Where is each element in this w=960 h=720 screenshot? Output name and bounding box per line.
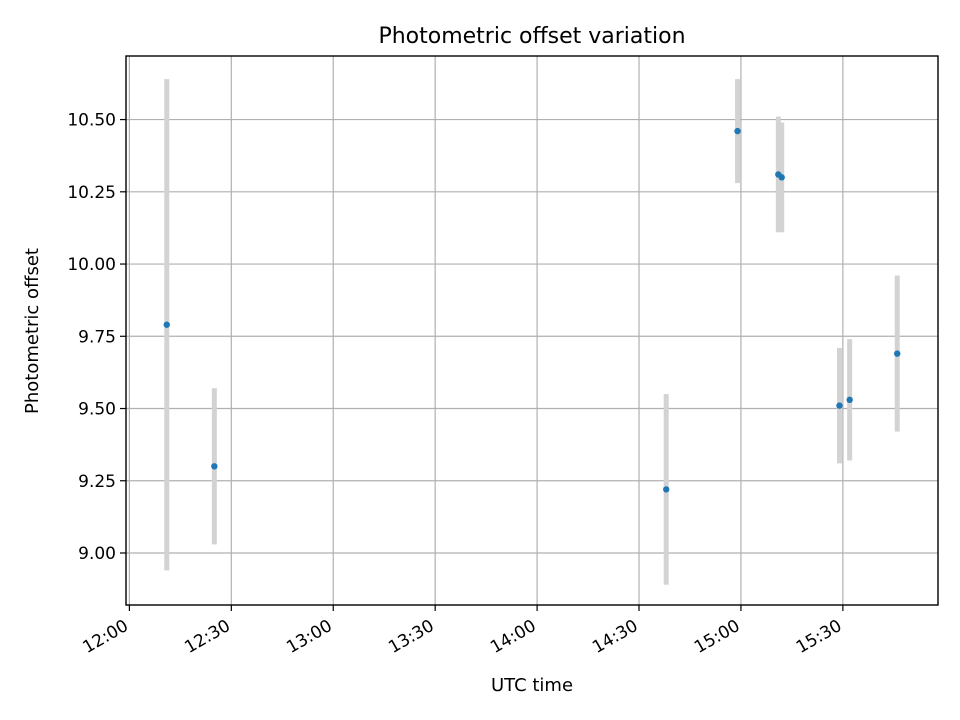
grid xyxy=(126,56,938,605)
data-point xyxy=(211,463,218,470)
data-point xyxy=(846,396,853,404)
data-point xyxy=(163,321,170,328)
y-axis-ticks: 9.00 9.25 9.50 9.75 10.00 10.25 10.50 xyxy=(67,111,126,564)
data-point xyxy=(663,486,670,493)
data-point xyxy=(734,127,741,135)
y-tick-label: 9.25 xyxy=(78,472,116,492)
data-points xyxy=(163,127,901,493)
y-tick-label: 10.50 xyxy=(67,111,116,131)
x-axis-label: UTC time xyxy=(491,675,573,696)
data-point xyxy=(778,174,785,181)
y-tick-label: 10.00 xyxy=(67,255,116,275)
data-point xyxy=(894,350,901,357)
y-axis-label: Photometric offset xyxy=(22,248,43,414)
chart-title: Photometric offset variation xyxy=(378,24,685,49)
plot-frame xyxy=(125,55,939,606)
y-tick-label: 9.75 xyxy=(78,327,116,347)
data-point xyxy=(836,402,843,409)
y-tick-label: 10.25 xyxy=(67,183,116,203)
y-tick-label: 9.00 xyxy=(78,544,116,564)
y-tick-label: 9.50 xyxy=(78,400,116,420)
